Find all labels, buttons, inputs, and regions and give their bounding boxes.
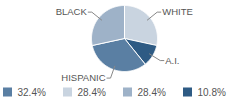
svg-text:28.4%: 28.4% [138,87,166,98]
svg-text:BLACK: BLACK [56,6,88,17]
svg-text:28.4%: 28.4% [78,87,106,98]
svg-text:A.I.: A.I. [165,55,179,66]
svg-text:10.8%: 10.8% [198,87,226,98]
svg-text:HISPANIC: HISPANIC [61,72,105,83]
svg-text:32.4%: 32.4% [18,87,46,98]
svg-text:WHITE: WHITE [162,6,193,17]
